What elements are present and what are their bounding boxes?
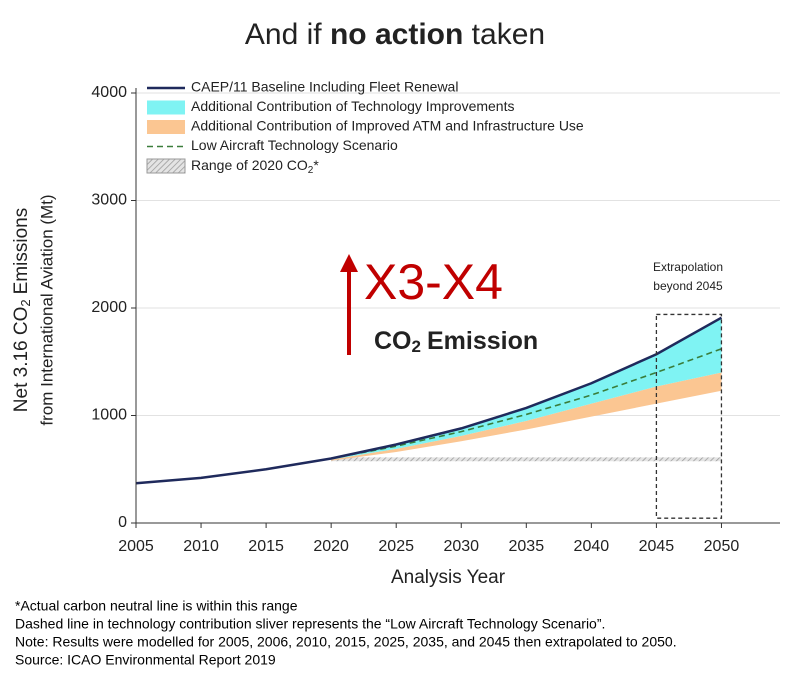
plot: 0 1000 2000 3000 4000 2005 2010 2015 2020 2025 203… (91, 84, 780, 555)
arrow-head (340, 254, 358, 272)
legend-label-part: * (313, 157, 319, 173)
y-tick-label: 2000 (91, 299, 127, 316)
x-tick-label: 2015 (248, 538, 284, 555)
y-tick-label: 3000 (91, 192, 127, 209)
legend-swatch (147, 100, 185, 115)
line (135, 316, 723, 485)
note: Dashed line in technology contribution s… (15, 616, 605, 632)
band (331, 457, 722, 462)
y-axis-label: from International Aviation (Mt) (37, 194, 56, 425)
x-tick-label: 2040 (574, 538, 610, 555)
legend-label: Additional Contribution of Technology Im… (191, 98, 514, 114)
legend: CAEP/11 Baseline Including Fleet Renewal… (146, 79, 584, 176)
legend-label-part: Range of 2020 CO (191, 157, 308, 173)
x-tick-label: 2050 (704, 538, 740, 555)
legend-swatch (147, 120, 185, 134)
legend-label: CAEP/11 Baseline Including Fleet Renewal (191, 79, 458, 95)
legend-swatch (146, 158, 186, 174)
notes: *Actual carbon neutral line is within th… (15, 598, 677, 668)
x-tick-label: 2005 (118, 538, 154, 555)
band (331, 372, 722, 461)
annotation-text: CO2 Emission (374, 327, 538, 357)
y-tick-label: 4000 (91, 84, 127, 101)
y-axis-label: Net 3.16 CO2Emissions (11, 208, 33, 412)
legend-label: Additional Contribution of Improved ATM … (191, 118, 584, 134)
band (331, 317, 722, 460)
extrapolation-box (655, 313, 723, 519)
y-tick-label: 0 (118, 514, 127, 531)
x-tick-label: 2025 (378, 538, 414, 555)
line (331, 348, 722, 460)
x-tick-label: 2035 (509, 538, 545, 555)
note: Source: ICAO Environmental Report 2019 (15, 652, 276, 668)
legend-label-part: 2 (308, 165, 314, 176)
x-tick-label: 2045 (639, 538, 675, 555)
extrapolation-label: beyond 2045 (653, 279, 723, 293)
note: *Actual carbon neutral line is within th… (15, 598, 298, 614)
extrapolation-label: Extrapolation (653, 260, 723, 274)
legend-label: Low Aircraft Technology Scenario (191, 137, 398, 153)
x-tick-label: 2030 (443, 538, 479, 555)
x-tick-label: 2010 (183, 538, 219, 555)
y-tick-label: 1000 (91, 407, 127, 424)
chart-title: And if no action taken (245, 18, 545, 51)
x-tick-label: 2020 (313, 538, 349, 555)
note: Note: Results were modelled for 2005, 20… (15, 634, 677, 650)
annotation-big: X3-X4 (364, 254, 503, 310)
legend-label: Range of 2020 CO2* (191, 157, 319, 176)
annotation: X3-X4 CO2 Emission (340, 254, 538, 356)
x-axis-label: Analysis Year (391, 567, 506, 588)
